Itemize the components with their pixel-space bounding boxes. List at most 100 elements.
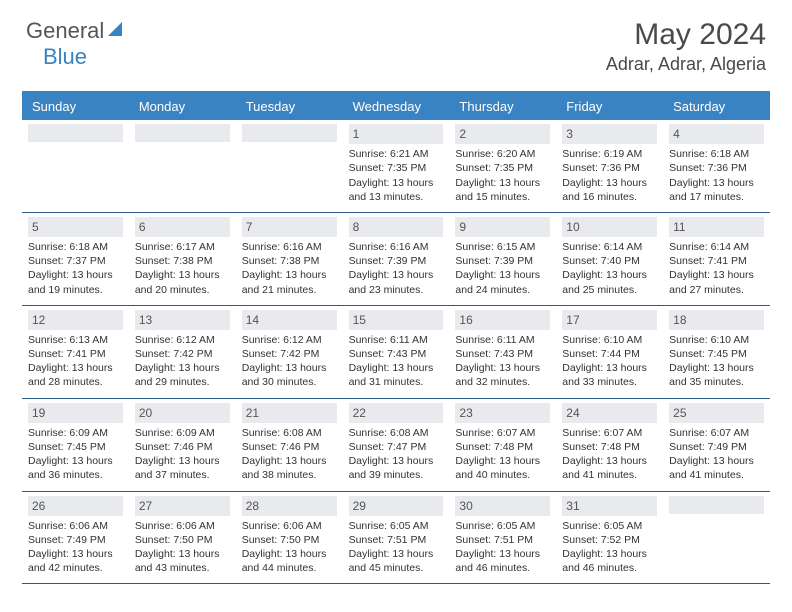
calendar-cell: 11Sunrise: 6:14 AMSunset: 7:41 PMDayligh…	[663, 213, 770, 305]
daylight-text-2: and 23 minutes.	[349, 283, 444, 297]
sunset-text: Sunset: 7:41 PM	[28, 347, 123, 361]
calendar: SundayMondayTuesdayWednesdayThursdayFrid…	[22, 91, 770, 584]
calendar-cell: 31Sunrise: 6:05 AMSunset: 7:52 PMDayligh…	[556, 492, 663, 584]
daylight-text-2: and 44 minutes.	[242, 561, 337, 575]
sunrise-text: Sunrise: 6:08 AM	[242, 426, 337, 440]
calendar-cell: 19Sunrise: 6:09 AMSunset: 7:45 PMDayligh…	[22, 399, 129, 491]
sunrise-text: Sunrise: 6:07 AM	[562, 426, 657, 440]
day-number: 24	[562, 403, 657, 423]
sunset-text: Sunset: 7:38 PM	[135, 254, 230, 268]
daylight-text-1: Daylight: 13 hours	[135, 268, 230, 282]
calendar-week: 1Sunrise: 6:21 AMSunset: 7:35 PMDaylight…	[22, 120, 770, 213]
calendar-cell: 20Sunrise: 6:09 AMSunset: 7:46 PMDayligh…	[129, 399, 236, 491]
day-number: 16	[455, 310, 550, 330]
day-number	[135, 124, 230, 142]
day-number: 29	[349, 496, 444, 516]
day-number: 4	[669, 124, 764, 144]
sunset-text: Sunset: 7:43 PM	[455, 347, 550, 361]
weekday-header: SundayMondayTuesdayWednesdayThursdayFrid…	[22, 93, 770, 120]
daylight-text-1: Daylight: 13 hours	[349, 268, 444, 282]
day-number	[28, 124, 123, 142]
daylight-text-1: Daylight: 13 hours	[242, 454, 337, 468]
daylight-text-2: and 25 minutes.	[562, 283, 657, 297]
sunset-text: Sunset: 7:48 PM	[562, 440, 657, 454]
sunset-text: Sunset: 7:41 PM	[669, 254, 764, 268]
daylight-text-1: Daylight: 13 hours	[562, 454, 657, 468]
calendar-cell: 23Sunrise: 6:07 AMSunset: 7:48 PMDayligh…	[449, 399, 556, 491]
day-number: 9	[455, 217, 550, 237]
logo-triangle-icon	[108, 20, 128, 43]
daylight-text-2: and 41 minutes.	[669, 468, 764, 482]
sunset-text: Sunset: 7:39 PM	[455, 254, 550, 268]
daylight-text-1: Daylight: 13 hours	[455, 176, 550, 190]
sunset-text: Sunset: 7:36 PM	[669, 161, 764, 175]
day-number: 18	[669, 310, 764, 330]
day-number: 12	[28, 310, 123, 330]
sunrise-text: Sunrise: 6:18 AM	[28, 240, 123, 254]
logo-text-general: General	[26, 18, 104, 44]
daylight-text-2: and 17 minutes.	[669, 190, 764, 204]
sunrise-text: Sunrise: 6:07 AM	[669, 426, 764, 440]
sunrise-text: Sunrise: 6:05 AM	[562, 519, 657, 533]
sunset-text: Sunset: 7:46 PM	[242, 440, 337, 454]
calendar-body: 1Sunrise: 6:21 AMSunset: 7:35 PMDaylight…	[22, 120, 770, 584]
daylight-text-2: and 15 minutes.	[455, 190, 550, 204]
calendar-cell	[236, 120, 343, 212]
sunrise-text: Sunrise: 6:09 AM	[135, 426, 230, 440]
day-number: 21	[242, 403, 337, 423]
calendar-week: 19Sunrise: 6:09 AMSunset: 7:45 PMDayligh…	[22, 399, 770, 492]
day-number: 30	[455, 496, 550, 516]
daylight-text-1: Daylight: 13 hours	[455, 268, 550, 282]
calendar-cell: 1Sunrise: 6:21 AMSunset: 7:35 PMDaylight…	[343, 120, 450, 212]
sunrise-text: Sunrise: 6:16 AM	[349, 240, 444, 254]
day-number: 27	[135, 496, 230, 516]
sunset-text: Sunset: 7:45 PM	[28, 440, 123, 454]
sunrise-text: Sunrise: 6:10 AM	[669, 333, 764, 347]
calendar-cell: 8Sunrise: 6:16 AMSunset: 7:39 PMDaylight…	[343, 213, 450, 305]
daylight-text-1: Daylight: 13 hours	[28, 454, 123, 468]
sunrise-text: Sunrise: 6:16 AM	[242, 240, 337, 254]
daylight-text-1: Daylight: 13 hours	[562, 176, 657, 190]
daylight-text-2: and 38 minutes.	[242, 468, 337, 482]
calendar-cell	[22, 120, 129, 212]
weekday-label: Monday	[129, 93, 236, 120]
sunrise-text: Sunrise: 6:11 AM	[455, 333, 550, 347]
calendar-cell: 16Sunrise: 6:11 AMSunset: 7:43 PMDayligh…	[449, 306, 556, 398]
calendar-cell: 18Sunrise: 6:10 AMSunset: 7:45 PMDayligh…	[663, 306, 770, 398]
calendar-cell: 22Sunrise: 6:08 AMSunset: 7:47 PMDayligh…	[343, 399, 450, 491]
daylight-text-1: Daylight: 13 hours	[135, 454, 230, 468]
calendar-cell: 21 Sunrise: 6:08 AMSunset: 7:46 PMDayligh…	[236, 399, 343, 491]
daylight-text-1: Daylight: 13 hours	[562, 268, 657, 282]
day-number: 23	[455, 403, 550, 423]
sunset-text: Sunset: 7:35 PM	[455, 161, 550, 175]
calendar-cell: 3 Sunrise: 6:19 AMSunset: 7:36 PMDaylight…	[556, 120, 663, 212]
day-number: 26	[28, 496, 123, 516]
sunset-text: Sunset: 7:44 PM	[562, 347, 657, 361]
sunset-text: Sunset: 7:45 PM	[669, 347, 764, 361]
sunset-text: Sunset: 7:38 PM	[242, 254, 337, 268]
day-number: 3	[562, 124, 657, 144]
sunrise-text: Sunrise: 6:05 AM	[349, 519, 444, 533]
day-number: 25	[669, 403, 764, 423]
daylight-text-1: Daylight: 13 hours	[562, 361, 657, 375]
calendar-cell: 24 Sunrise: 6:07 AMSunset: 7:48 PMDayligh…	[556, 399, 663, 491]
sunrise-text: Sunrise: 6:08 AM	[349, 426, 444, 440]
sunrise-text: Sunrise: 6:19 AM	[562, 147, 657, 161]
day-number: 14	[242, 310, 337, 330]
calendar-cell: 6Sunrise: 6:17 AMSunset: 7:38 PMDaylight…	[129, 213, 236, 305]
daylight-text-2: and 41 minutes.	[562, 468, 657, 482]
calendar-cell: 9 Sunrise: 6:15 AMSunset: 7:39 PMDaylight…	[449, 213, 556, 305]
sunrise-text: Sunrise: 6:06 AM	[28, 519, 123, 533]
day-number	[669, 496, 764, 514]
sunrise-text: Sunrise: 6:20 AM	[455, 147, 550, 161]
sunset-text: Sunset: 7:36 PM	[562, 161, 657, 175]
sunrise-text: Sunrise: 6:15 AM	[455, 240, 550, 254]
daylight-text-1: Daylight: 13 hours	[135, 361, 230, 375]
daylight-text-1: Daylight: 13 hours	[242, 361, 337, 375]
day-number: 22	[349, 403, 444, 423]
daylight-text-1: Daylight: 13 hours	[349, 454, 444, 468]
sunset-text: Sunset: 7:46 PM	[135, 440, 230, 454]
location-text: Adrar, Adrar, Algeria	[606, 54, 766, 75]
day-number: 17	[562, 310, 657, 330]
day-number: 6	[135, 217, 230, 237]
